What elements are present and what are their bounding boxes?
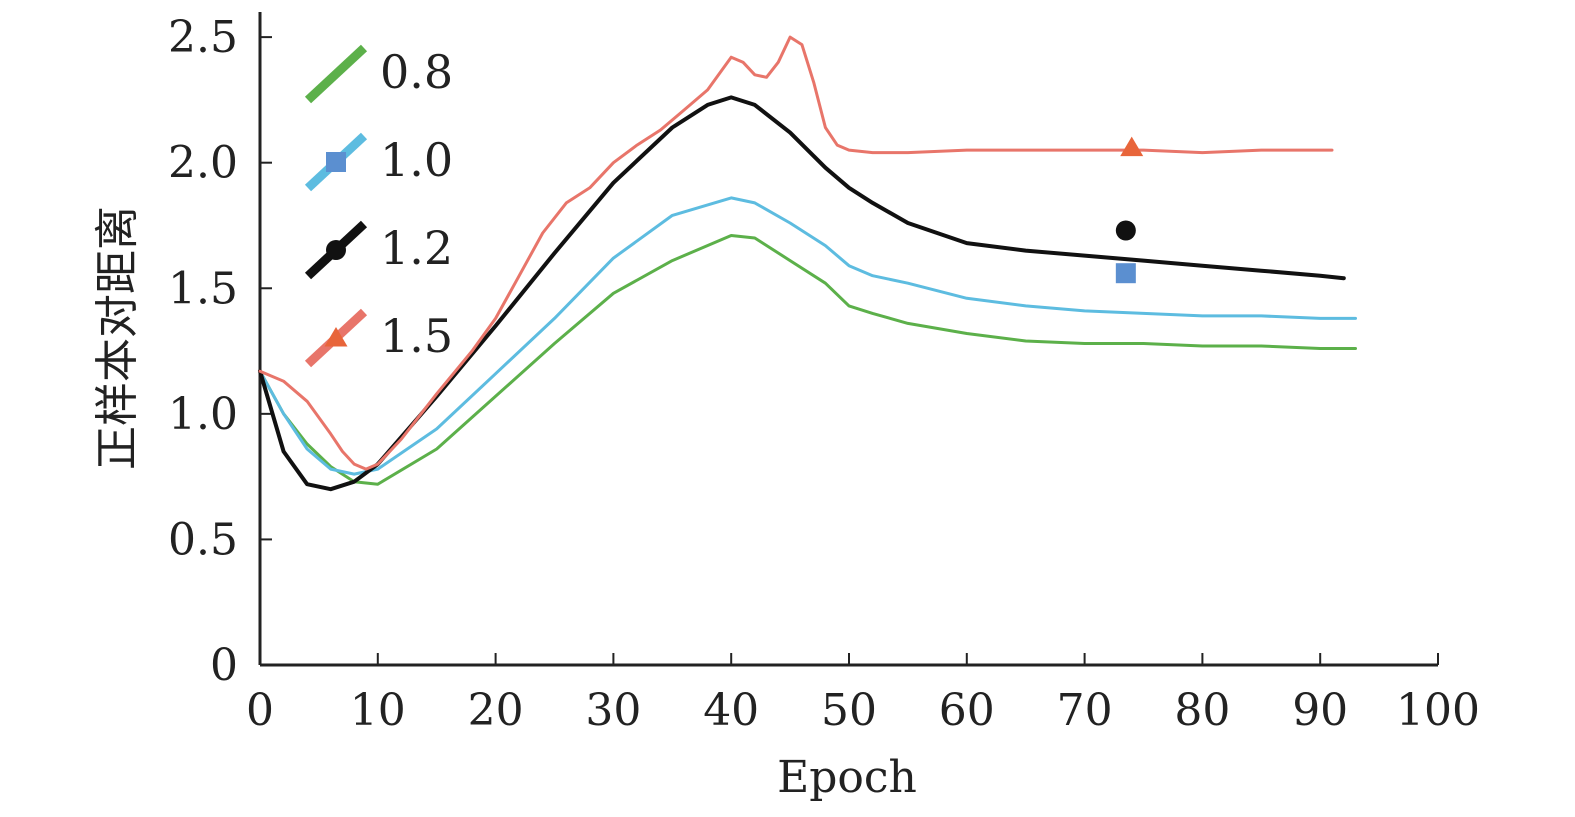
- y-tick-label: 1.5: [168, 263, 238, 314]
- x-tick-label: 30: [585, 685, 641, 736]
- series-marker-1.5: [1120, 136, 1144, 157]
- series-line-0.8: [258, 234, 1357, 486]
- y-tick-label: 2.0: [168, 138, 238, 189]
- legend-label-1.2: 1.2: [380, 221, 453, 275]
- legend-label-0.8: 0.8: [380, 45, 453, 99]
- series-marker-1.0: [1115, 263, 1136, 284]
- legend-label-1.5: 1.5: [380, 309, 453, 363]
- series-lines: [258, 35, 1357, 492]
- x-tick-label: 0: [246, 685, 274, 736]
- x-tick-label: 70: [1057, 685, 1113, 736]
- x-tick-label: 50: [821, 685, 877, 736]
- series-marker-1.2: [1115, 220, 1136, 241]
- y-tick-label: 1.0: [168, 389, 238, 440]
- legend-marker-1.0: [326, 152, 346, 172]
- x-tick-label: 10: [350, 685, 406, 736]
- x-tick-label: 80: [1174, 685, 1230, 736]
- x-axis-title: Epoch: [777, 752, 917, 803]
- legend-label-1.0: 1.0: [380, 133, 453, 187]
- y-axis-title: 正样本对距离: [92, 206, 143, 470]
- x-tick-label: 90: [1292, 685, 1348, 736]
- series-line-1.0: [258, 196, 1357, 476]
- legend: 0.8 1.0 1.2 1.5: [304, 44, 453, 368]
- series-line-1.5: [258, 35, 1334, 471]
- y-tick-label: 0: [210, 640, 238, 691]
- ticks: 0 10 20 30 40 50 60 70 80 90 100 0 0.5 1.0 1.5 2.0 2.5: [168, 12, 1480, 736]
- legend-marker-1.5: [324, 327, 348, 347]
- x-tick-label: 40: [703, 685, 759, 736]
- series-line-1.2: [258, 95, 1346, 492]
- x-tick-label: 20: [468, 685, 524, 736]
- legend-marker-1.2: [326, 240, 346, 260]
- x-tick-label: 100: [1396, 685, 1480, 736]
- x-tick-label: 60: [939, 685, 995, 736]
- y-tick-label: 0.5: [168, 514, 238, 565]
- legend-swatch-0.8: [304, 44, 368, 104]
- y-tick-label: 2.5: [168, 12, 238, 63]
- series-markers: [1115, 136, 1144, 284]
